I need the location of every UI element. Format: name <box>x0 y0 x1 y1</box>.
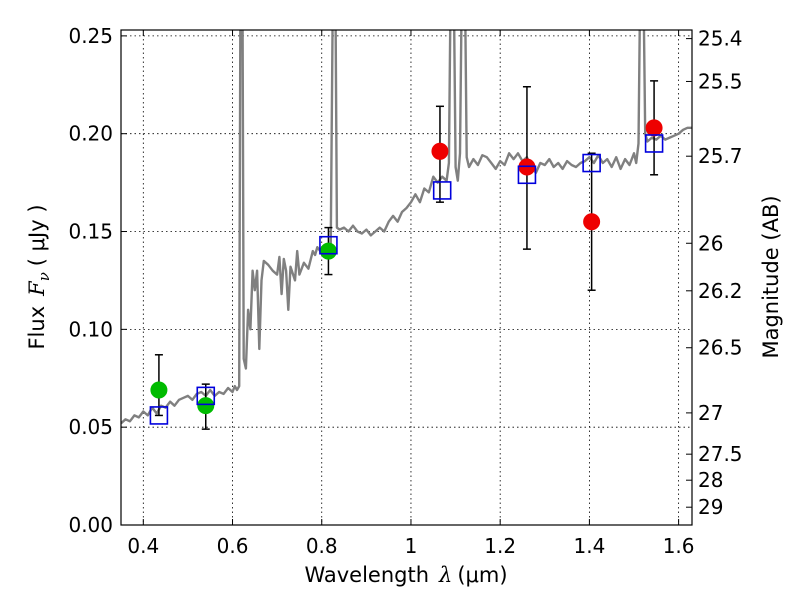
x-tick-label: 1.4 <box>573 534 605 558</box>
mag-tick-label: 25.5 <box>698 69 743 93</box>
data-point <box>645 119 663 137</box>
mag-tick-label: 25.7 <box>698 144 743 168</box>
mag-tick-label: 25.4 <box>698 27 743 51</box>
model-point <box>582 153 601 173</box>
y-tick-label: 0.15 <box>68 220 113 244</box>
x-axis-label: Wavelength λ (μm) <box>304 563 507 587</box>
mag-tick-label: 27 <box>698 401 723 425</box>
y-tick-label: 0.25 <box>68 24 113 48</box>
x-tick-label: 0.4 <box>127 534 159 558</box>
y-axis-label: Flux Fν ( μJy ) <box>25 204 53 349</box>
mag-tick-label: 26.5 <box>698 336 743 360</box>
mag-tick-label: 28 <box>698 468 723 492</box>
marker-layer <box>149 119 664 425</box>
y-tick-label: 0.20 <box>68 122 113 146</box>
x-axis-label-lambda: λ <box>438 563 452 587</box>
model-point <box>517 165 537 185</box>
mag-tick-label: 26.2 <box>698 279 743 303</box>
y-axis-label-sub: ν <box>35 272 53 281</box>
mag-tick-label: 27.5 <box>698 442 743 466</box>
model-point <box>319 235 338 255</box>
x-tick-label: 1.2 <box>484 534 516 558</box>
x-tick-label: 0.8 <box>306 534 338 558</box>
grid <box>121 30 692 526</box>
plot-frame <box>120 29 693 526</box>
data-point <box>197 397 215 415</box>
spectrum-line <box>121 30 692 425</box>
x-tick-label: 0.6 <box>217 534 249 558</box>
data-point <box>150 381 168 399</box>
x-tick-label: 1 <box>405 534 418 558</box>
x-tick-label: 1.6 <box>663 534 695 558</box>
model-point <box>432 181 452 200</box>
data-point <box>431 142 449 160</box>
x-axis-label-unit: (μm) <box>457 563 507 587</box>
data-point <box>583 213 601 231</box>
model-point <box>196 386 216 406</box>
model-point <box>644 134 664 153</box>
model-point <box>149 406 169 425</box>
tick-layer: 0.4 0.6 0.8 1 1.2 1.4 1.6 0.00 0.05 0.10 0.15 0.20 0… <box>68 24 742 558</box>
y-axis-label-prefix: Flux <box>25 306 49 350</box>
plot-background <box>121 30 692 525</box>
mag-tick-label: 26 <box>698 231 723 255</box>
y-tick-label: 0.10 <box>68 317 113 341</box>
mag-tick-label: 29 <box>698 495 723 519</box>
y2-axis-label: Magnitude (AB) <box>759 195 783 358</box>
y-tick-label: 0.05 <box>68 415 113 439</box>
spectrum-layer <box>121 30 692 425</box>
y-axis-label-symbol: F <box>25 280 49 297</box>
y-axis-label-unit: ( μJy ) <box>25 204 49 266</box>
y-tick-label: 0.00 <box>68 513 113 537</box>
x-axis-label-prefix: Wavelength <box>304 563 429 587</box>
data-point <box>319 242 337 260</box>
